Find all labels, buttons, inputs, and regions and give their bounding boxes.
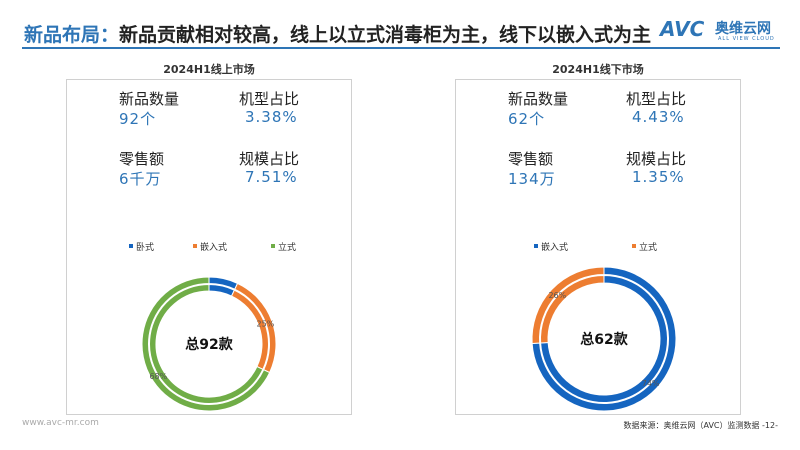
title-highlight: 新品布局： (24, 24, 120, 46)
stat-value: 4.43% (632, 108, 685, 126)
legend-label: 嵌入式 (541, 241, 568, 253)
website-link: www.avc-mr.com (22, 418, 99, 428)
stat-label: 规模占比 (626, 150, 687, 168)
stat-label: 新品数量 (508, 90, 569, 108)
legend-label: 嵌入式 (200, 241, 227, 253)
stat-value: 92个 (119, 110, 157, 128)
logo-mark: AVC (660, 17, 705, 41)
stat-label: 机型占比 (626, 90, 687, 108)
title-text: 新品贡献相对较高，线上以立式消毒柜为主，线下以嵌入式为主 (119, 24, 652, 46)
data-label: 26% (548, 291, 566, 300)
stat-value: 7.51% (245, 168, 298, 186)
stat-value: 6千万 (119, 170, 162, 188)
online-panel: 新品数量 92个 机型占比 3.38% 零售额 6千万 规模占比 7.51% 卧… (66, 79, 352, 415)
legend-swatch (193, 244, 197, 248)
legend-swatch (271, 244, 275, 248)
page-title: 新品布局：新品贡献相对较高，线上以立式消毒柜为主，线下以嵌入式为主 (24, 20, 651, 47)
stat-label: 机型占比 (239, 90, 300, 108)
offline-donut-chart: 嵌入式 立式 74% 26% 总62款 (531, 241, 677, 412)
stat-value: 134万 (508, 170, 556, 188)
offline-panel-title: 2024H1线下市场 (552, 63, 644, 76)
offline-panel: 新品数量 62个 机型占比 4.43% 零售额 134万 规模占比 1.35% … (455, 79, 741, 415)
logo-cn: 奥维云网 (715, 21, 771, 37)
legend-swatch (129, 244, 133, 248)
legend-label: 立式 (639, 241, 657, 253)
legend-swatch (632, 244, 636, 248)
data-label: 68% (149, 372, 167, 381)
online-donut-chart: 卧式 嵌入式 立式 25% 68% 总92款 (129, 241, 296, 412)
data-label: 25% (257, 320, 275, 329)
donut-slice (141, 276, 271, 412)
stat-label: 零售额 (508, 150, 554, 168)
online-panel-title: 2024H1线上市场 (163, 63, 255, 76)
donut-center-label: 总92款 (185, 336, 233, 353)
donut-slice (531, 266, 605, 345)
stat-label: 规模占比 (239, 150, 300, 168)
legend-label: 卧式 (136, 241, 154, 253)
stat-label: 零售额 (119, 150, 165, 168)
donut-slice (149, 283, 264, 404)
stat-value: 62个 (508, 110, 546, 128)
legend-swatch (534, 244, 538, 248)
data-source: 数据来源：奥维云网（AVC）监测数据 -12- (623, 421, 778, 430)
stat-value: 1.35% (632, 168, 685, 186)
data-label: 74% (642, 379, 660, 388)
stat-value: 3.38% (245, 108, 298, 126)
donut-center-label: 总62款 (580, 331, 628, 348)
stat-label: 新品数量 (119, 90, 180, 108)
avc-logo: AVC 奥维云网 ALL VIEW CLOUD (660, 17, 780, 45)
title-divider (22, 47, 780, 49)
donut-slice (540, 274, 605, 344)
legend-label: 立式 (278, 241, 296, 253)
donut-slice (230, 289, 269, 370)
logo-en: ALL VIEW CLOUD (718, 36, 775, 42)
